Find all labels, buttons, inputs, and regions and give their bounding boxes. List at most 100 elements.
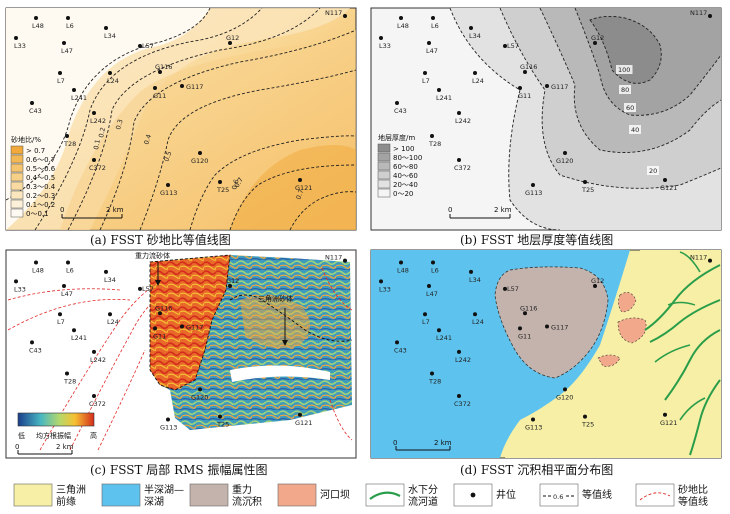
- well-label-c372: C372: [89, 164, 106, 172]
- bottom-legend-swatch-1: [101, 483, 141, 507]
- contour-label-b-3: 40: [631, 126, 639, 134]
- well-label-t25: T25: [216, 186, 229, 194]
- bottom-legend-label-7: 砂地比: [678, 483, 708, 496]
- legend-swatch: [10, 154, 24, 164]
- well-marker-g121: [663, 412, 667, 417]
- contour-label-b-1: 80: [621, 86, 629, 94]
- well-marker-n117: [343, 258, 347, 263]
- well-label-l34: L34: [104, 32, 116, 40]
- legend-swatch: [377, 161, 391, 171]
- well-label-n117: N117: [325, 9, 342, 17]
- well-label-l7: L7: [57, 318, 65, 326]
- well-marker-l242: [457, 349, 461, 354]
- well-marker-g121: [298, 178, 302, 182]
- panel-b-wells: N117 L48 L6 L34 L33 L47 L57 G12 L7 L24 G116 G11 G117…: [379, 9, 712, 197]
- well-marker-c372: [92, 394, 96, 398]
- well-marker-g113: [166, 183, 170, 187]
- well-marker-l241: [437, 328, 441, 333]
- well-label-t28: T28: [428, 140, 441, 148]
- well-marker-g120: [198, 151, 202, 155]
- well-marker-t25: [218, 414, 222, 419]
- well-marker-g117: [180, 84, 184, 88]
- well-marker-l242: [92, 349, 96, 354]
- panel-a: [5, 7, 357, 231]
- panel-b-scale-label: 2 km: [494, 206, 512, 214]
- legend-swatch: [377, 143, 391, 153]
- well-marker-t28: [65, 371, 69, 376]
- well-label-l24: L24: [472, 77, 484, 85]
- contour-label-b-4: 20: [649, 167, 657, 175]
- well-marker-t25: [218, 180, 222, 184]
- panel-d-wells: N117 L48 L6 L34 L33 L47 L57 G12 L7 L24 G116 G11 G117…: [379, 254, 712, 432]
- bottom-legend-label-2: 重力: [232, 483, 252, 496]
- well-marker-l57: [138, 44, 142, 48]
- well-marker-t25: [583, 180, 587, 184]
- contour-label-a-6: 0.1: [92, 139, 102, 151]
- well-marker-l34: [469, 26, 473, 30]
- panel-d-scale-zero: 0: [393, 439, 397, 447]
- panel-c-colorbar: 低 高 均方根振幅: [17, 412, 97, 440]
- legend-item: 0.4～0.5: [26, 174, 55, 182]
- well-label-l33: L33: [14, 42, 26, 50]
- well-marker-n117: [708, 258, 712, 263]
- well-label-c43: C43: [394, 346, 407, 354]
- well-marker-l57: [503, 44, 507, 48]
- bottom-legend-label-1: 半深湖—: [144, 483, 184, 496]
- well-label-l24: L24: [472, 318, 484, 326]
- well-label-g121: G121: [660, 419, 677, 427]
- well-marker-g120: [563, 151, 567, 155]
- well-marker-t28: [65, 134, 69, 138]
- caption-b: (b) FSST 地层厚度等值线图: [460, 232, 613, 247]
- well-marker-l48: [399, 260, 403, 265]
- well-label-l7: L7: [422, 77, 430, 85]
- well-marker-c372: [457, 158, 461, 162]
- well-marker-g120: [563, 387, 567, 392]
- well-label-l6: L6: [66, 267, 74, 275]
- panel-a-wells: N117 L48 L6 L34 L33 L47 L57 G12 L7 L24 G116 G11 G117…: [14, 9, 347, 197]
- legend-swatch: [377, 188, 391, 198]
- well-marker-l34: [104, 26, 108, 30]
- well-label-c43: C43: [394, 107, 407, 115]
- well-label-g116: G116: [520, 304, 537, 312]
- legend-swatch: [10, 181, 24, 191]
- panel-b-scale-bar: 0 2 km: [448, 206, 512, 219]
- legend-title: 砂地比/%: [11, 135, 41, 144]
- well-label-g12: G12: [591, 34, 604, 42]
- well-marker-l7: [423, 312, 427, 317]
- panel-b-contour-labels: 100 80 60 40 20: [616, 65, 659, 175]
- well-label-t25: T25: [581, 421, 594, 429]
- well-label-l7: L7: [57, 77, 65, 85]
- legend-item: 0.3～0.4: [26, 183, 56, 191]
- panel-a-scale-label: 2 km: [106, 206, 124, 214]
- well-label-l48: L48: [32, 22, 44, 30]
- well-marker-g11: [518, 86, 522, 90]
- well-marker-c43: [395, 340, 399, 345]
- well-label-g121: G121: [660, 184, 677, 192]
- legend-item: 60～80: [393, 163, 418, 171]
- colorbar-high-label: 高: [90, 431, 97, 440]
- well-label-g12: G12: [226, 277, 239, 285]
- well-label-g113: G113: [160, 424, 177, 432]
- panel-c-scale-bar: 0 2 km: [15, 443, 74, 455]
- bottom-legend-swatch-3: [277, 483, 317, 507]
- well-marker-l48: [399, 16, 403, 20]
- caption-a: (a) FSST 砂地比等值线图: [90, 232, 231, 247]
- well-marker-g11: [153, 86, 157, 90]
- contour-label-a-5: 0.2: [97, 127, 107, 139]
- well-label-l6: L6: [66, 22, 74, 30]
- bottom-legend-sublabel-1: 深湖: [144, 496, 164, 508]
- well-label-l57: L57: [507, 285, 519, 293]
- well-marker-l24: [473, 312, 477, 317]
- colorbar-low-label: 低: [18, 431, 25, 440]
- caption-c: (c) FSST 局部 RMS 振幅属性图: [90, 462, 267, 477]
- legend-item: 0.2～0.3: [26, 192, 55, 200]
- panel-d-scale-bar: 0 2 km: [393, 439, 452, 451]
- panel-c-delta-sand-label: 三角洲砂体: [258, 294, 293, 303]
- well-marker-l34: [104, 269, 108, 274]
- well-marker-l48: [34, 260, 38, 265]
- well-marker-l33: [379, 279, 383, 284]
- well-marker-g113: [166, 417, 170, 422]
- well-label-c372: C372: [454, 400, 471, 408]
